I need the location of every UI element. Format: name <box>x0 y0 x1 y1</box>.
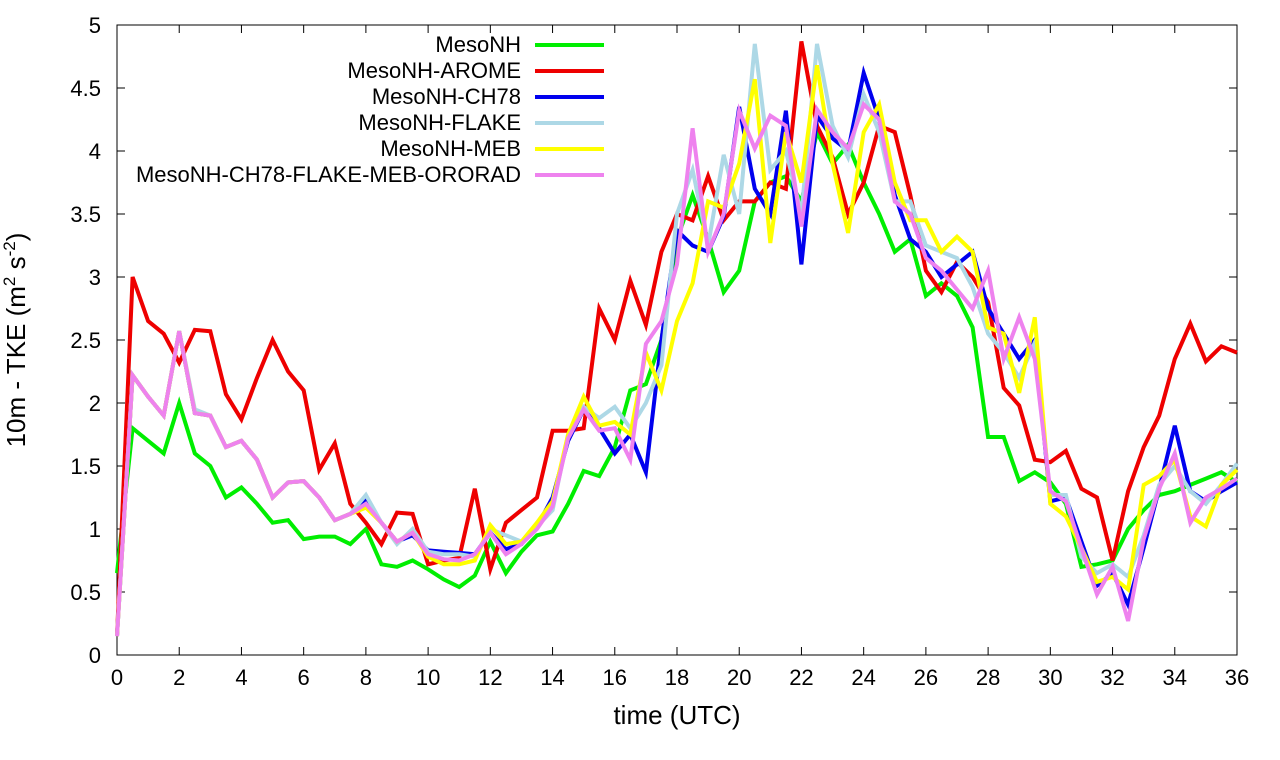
x-tick-label: 18 <box>665 665 689 690</box>
x-tick-label: 12 <box>478 665 502 690</box>
x-tick-label: 0 <box>111 665 123 690</box>
y-tick-label: 0 <box>89 643 101 668</box>
legend-label-mesonh-meb: MesoNH-MEB <box>380 136 521 161</box>
y-axis-title: 10m - TKE (m2 s-2) <box>0 233 31 448</box>
y-tick-label: 1.5 <box>70 454 101 479</box>
x-tick-labels: 0 2 4 6 8 10 12 14 16 18 20 22 24 26 28 30 32 34 36 <box>111 665 1249 690</box>
series-line-mesonh-ch78 <box>115 65 1238 637</box>
series-line-mesonh-flake <box>115 43 1239 637</box>
x-tick-label: 34 <box>1163 665 1187 690</box>
axis-ticks <box>116 24 1238 656</box>
x-tick-label: 26 <box>914 665 938 690</box>
series-line-mesonh-ch78-flake-meb-ororad <box>115 100 1239 637</box>
y-tick-label: 1 <box>89 517 101 542</box>
legend-label-mesonh-ch78-flake-meb-ororad: MesoNH-CH78-FLAKE-MEB-ORORAD <box>136 162 521 187</box>
legend: MesoNHMesoNH-AROMEMesoNH-CH78MesoNH-FLAK… <box>136 32 604 187</box>
y-axis-title-exp1: 2 <box>0 277 19 286</box>
x-tick-label: 4 <box>235 665 247 690</box>
x-tick-label: 24 <box>851 665 875 690</box>
y-tick-label: 3 <box>89 265 101 290</box>
plot-frame <box>116 24 1238 656</box>
y-tick-label: 4 <box>89 139 101 164</box>
x-tick-label: 30 <box>1038 665 1062 690</box>
y-tick-label: 2.5 <box>70 328 101 353</box>
x-tick-label: 10 <box>416 665 440 690</box>
x-tick-label: 20 <box>727 665 751 690</box>
y-axis-title-exp2: -2 <box>0 241 19 256</box>
x-tick-label: 2 <box>173 665 185 690</box>
x-tick-label: 32 <box>1100 665 1124 690</box>
legend-label-mesonh-arome: MesoNH-AROME <box>347 58 521 83</box>
x-tick-label: 6 <box>298 665 310 690</box>
y-axis-title-close: ) <box>1 233 31 242</box>
legend-label-mesonh: MesoNH <box>435 32 521 57</box>
x-tick-label: 28 <box>976 665 1000 690</box>
y-tick-label: 0.5 <box>70 580 101 605</box>
legend-label-mesonh-flake: MesoNH-FLAKE <box>358 110 521 135</box>
series-line-mesonh-meb <box>115 64 1239 637</box>
y-tick-label: 5 <box>89 13 101 38</box>
y-tick-labels: 0 0.5 1 1.5 2 2.5 3 3.5 4 4.5 5 <box>70 13 101 668</box>
x-tick-label: 36 <box>1225 665 1249 690</box>
y-axis-title-mid: s <box>1 256 31 276</box>
y-axis-title-main: 10m - TKE (m <box>1 286 31 447</box>
x-tick-label: 22 <box>789 665 813 690</box>
y-tick-label: 4.5 <box>70 76 101 101</box>
y-tick-label: 2 <box>89 391 101 416</box>
series-line-mesonh-arome <box>115 41 1238 637</box>
x-tick-label: 8 <box>360 665 372 690</box>
x-tick-label: 16 <box>603 665 627 690</box>
legend-label-mesonh-ch78: MesoNH-CH78 <box>372 84 521 109</box>
x-axis-title: time (UTC) <box>613 700 740 730</box>
x-tick-label: 14 <box>540 665 564 690</box>
y-tick-label: 3.5 <box>70 202 101 227</box>
series-lines <box>115 41 1239 637</box>
